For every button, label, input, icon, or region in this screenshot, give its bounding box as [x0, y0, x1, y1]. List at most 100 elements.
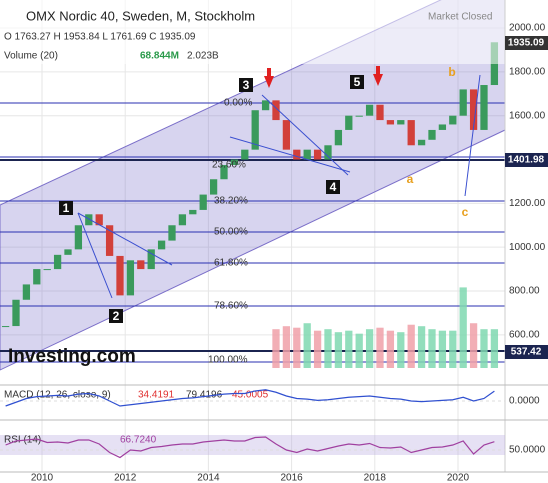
y-tick-label: 800.00 — [509, 286, 540, 297]
candle — [137, 260, 145, 270]
volume-bar — [459, 287, 467, 368]
candle — [303, 149, 311, 160]
macd-value: 79.4196 — [186, 390, 223, 401]
candle — [438, 124, 447, 130]
x-tick-label: 2016 — [280, 473, 303, 483]
volume-bar — [272, 329, 280, 368]
market-status: Market Closed — [428, 12, 492, 23]
volume-bar — [303, 323, 311, 368]
arrows — [264, 66, 383, 88]
candle — [345, 115, 353, 130]
candle — [230, 159, 239, 165]
candle — [95, 214, 103, 226]
volume-bar — [376, 327, 384, 368]
candle — [64, 249, 72, 255]
wave-label: 3 — [243, 78, 250, 92]
candle — [168, 225, 176, 241]
fib-label: 78.60% — [214, 301, 248, 312]
candle — [53, 254, 62, 270]
x-tick-label: 2010 — [31, 473, 54, 483]
y-tick-label: 1000.00 — [509, 242, 546, 253]
logo: Investing.com — [8, 346, 136, 367]
candle — [261, 100, 270, 111]
candle — [85, 214, 93, 226]
wave-label: 1 — [63, 201, 70, 215]
candle — [282, 120, 291, 150]
wave-label: 5 — [354, 75, 361, 89]
y-tick-label: 1200.00 — [509, 198, 546, 209]
candle — [355, 115, 363, 117]
candle — [459, 89, 467, 116]
candle — [407, 120, 415, 146]
volume-bar — [449, 330, 457, 368]
candle — [469, 89, 478, 130]
fib-label: 50.00% — [214, 227, 248, 238]
candle — [147, 249, 155, 270]
trend-lines — [77, 74, 481, 299]
candle — [449, 115, 457, 125]
volume-value: 68.844M — [140, 51, 179, 62]
candle — [178, 214, 187, 226]
candle — [386, 120, 395, 125]
rsi-line — [5, 436, 495, 459]
y-tick-label: 0.0000 — [509, 396, 540, 407]
volume-average: 2.023B — [187, 51, 219, 62]
volume-bar — [334, 332, 343, 368]
x-tick-label: 2018 — [364, 473, 387, 483]
fib-lines — [0, 102, 505, 363]
fib-label: 23.60% — [212, 160, 246, 171]
x-tick-label: 2014 — [197, 473, 220, 483]
price-label: 1935.09 — [508, 38, 545, 49]
candle — [272, 100, 280, 121]
y-tick-label: 1800.00 — [509, 67, 546, 78]
volume-bar — [407, 324, 415, 368]
volume-bar — [397, 332, 405, 368]
candle — [43, 269, 51, 271]
y-tick-label: 2000.00 — [509, 23, 546, 34]
wave-label: b — [448, 65, 455, 79]
candle — [199, 194, 207, 210]
price-label: 1401.98 — [508, 155, 545, 166]
candle — [1, 326, 10, 328]
candle — [428, 129, 436, 140]
candle — [313, 149, 322, 160]
y-tick-label: 600.00 — [509, 329, 540, 340]
rsi-value: 66.7240 — [120, 435, 157, 446]
volume-bar — [386, 330, 395, 368]
ohlc: O 1763.27 H 1953.84 L 1761.69 C 1935.09 — [4, 32, 196, 43]
x-tick-label: 2012 — [114, 473, 137, 483]
candle — [33, 269, 41, 285]
volume-bar — [313, 330, 322, 368]
volume-bar — [469, 323, 478, 368]
candle — [324, 145, 332, 160]
candle — [251, 110, 259, 150]
candle — [334, 129, 343, 146]
candle — [365, 104, 374, 116]
candle — [397, 120, 405, 125]
wave-label: c — [462, 205, 469, 219]
candle — [220, 165, 228, 180]
fib-label: 0.00% — [224, 98, 252, 109]
candle — [105, 225, 114, 256]
candle — [157, 240, 166, 250]
candle — [126, 260, 135, 296]
volume — [272, 287, 499, 368]
volume-bar — [428, 329, 436, 368]
candle — [209, 179, 218, 195]
candle — [12, 299, 20, 327]
wave-label: a — [407, 172, 414, 186]
candle — [74, 225, 83, 250]
candle — [417, 139, 426, 146]
volume-bar — [480, 329, 488, 368]
fib-label: 38.20% — [214, 196, 248, 207]
volume-bar — [438, 330, 447, 368]
volume-bar — [282, 326, 291, 368]
candles — [1, 42, 499, 328]
volume-bar — [490, 329, 499, 368]
macd-value: 45.0005 — [232, 390, 269, 401]
fib-label: 61.80% — [214, 258, 248, 269]
chart-title: OMX Nordic 40, Sweden, M, Stockholm — [26, 8, 255, 23]
price-label: 537.42 — [511, 347, 542, 358]
candle — [22, 284, 31, 300]
